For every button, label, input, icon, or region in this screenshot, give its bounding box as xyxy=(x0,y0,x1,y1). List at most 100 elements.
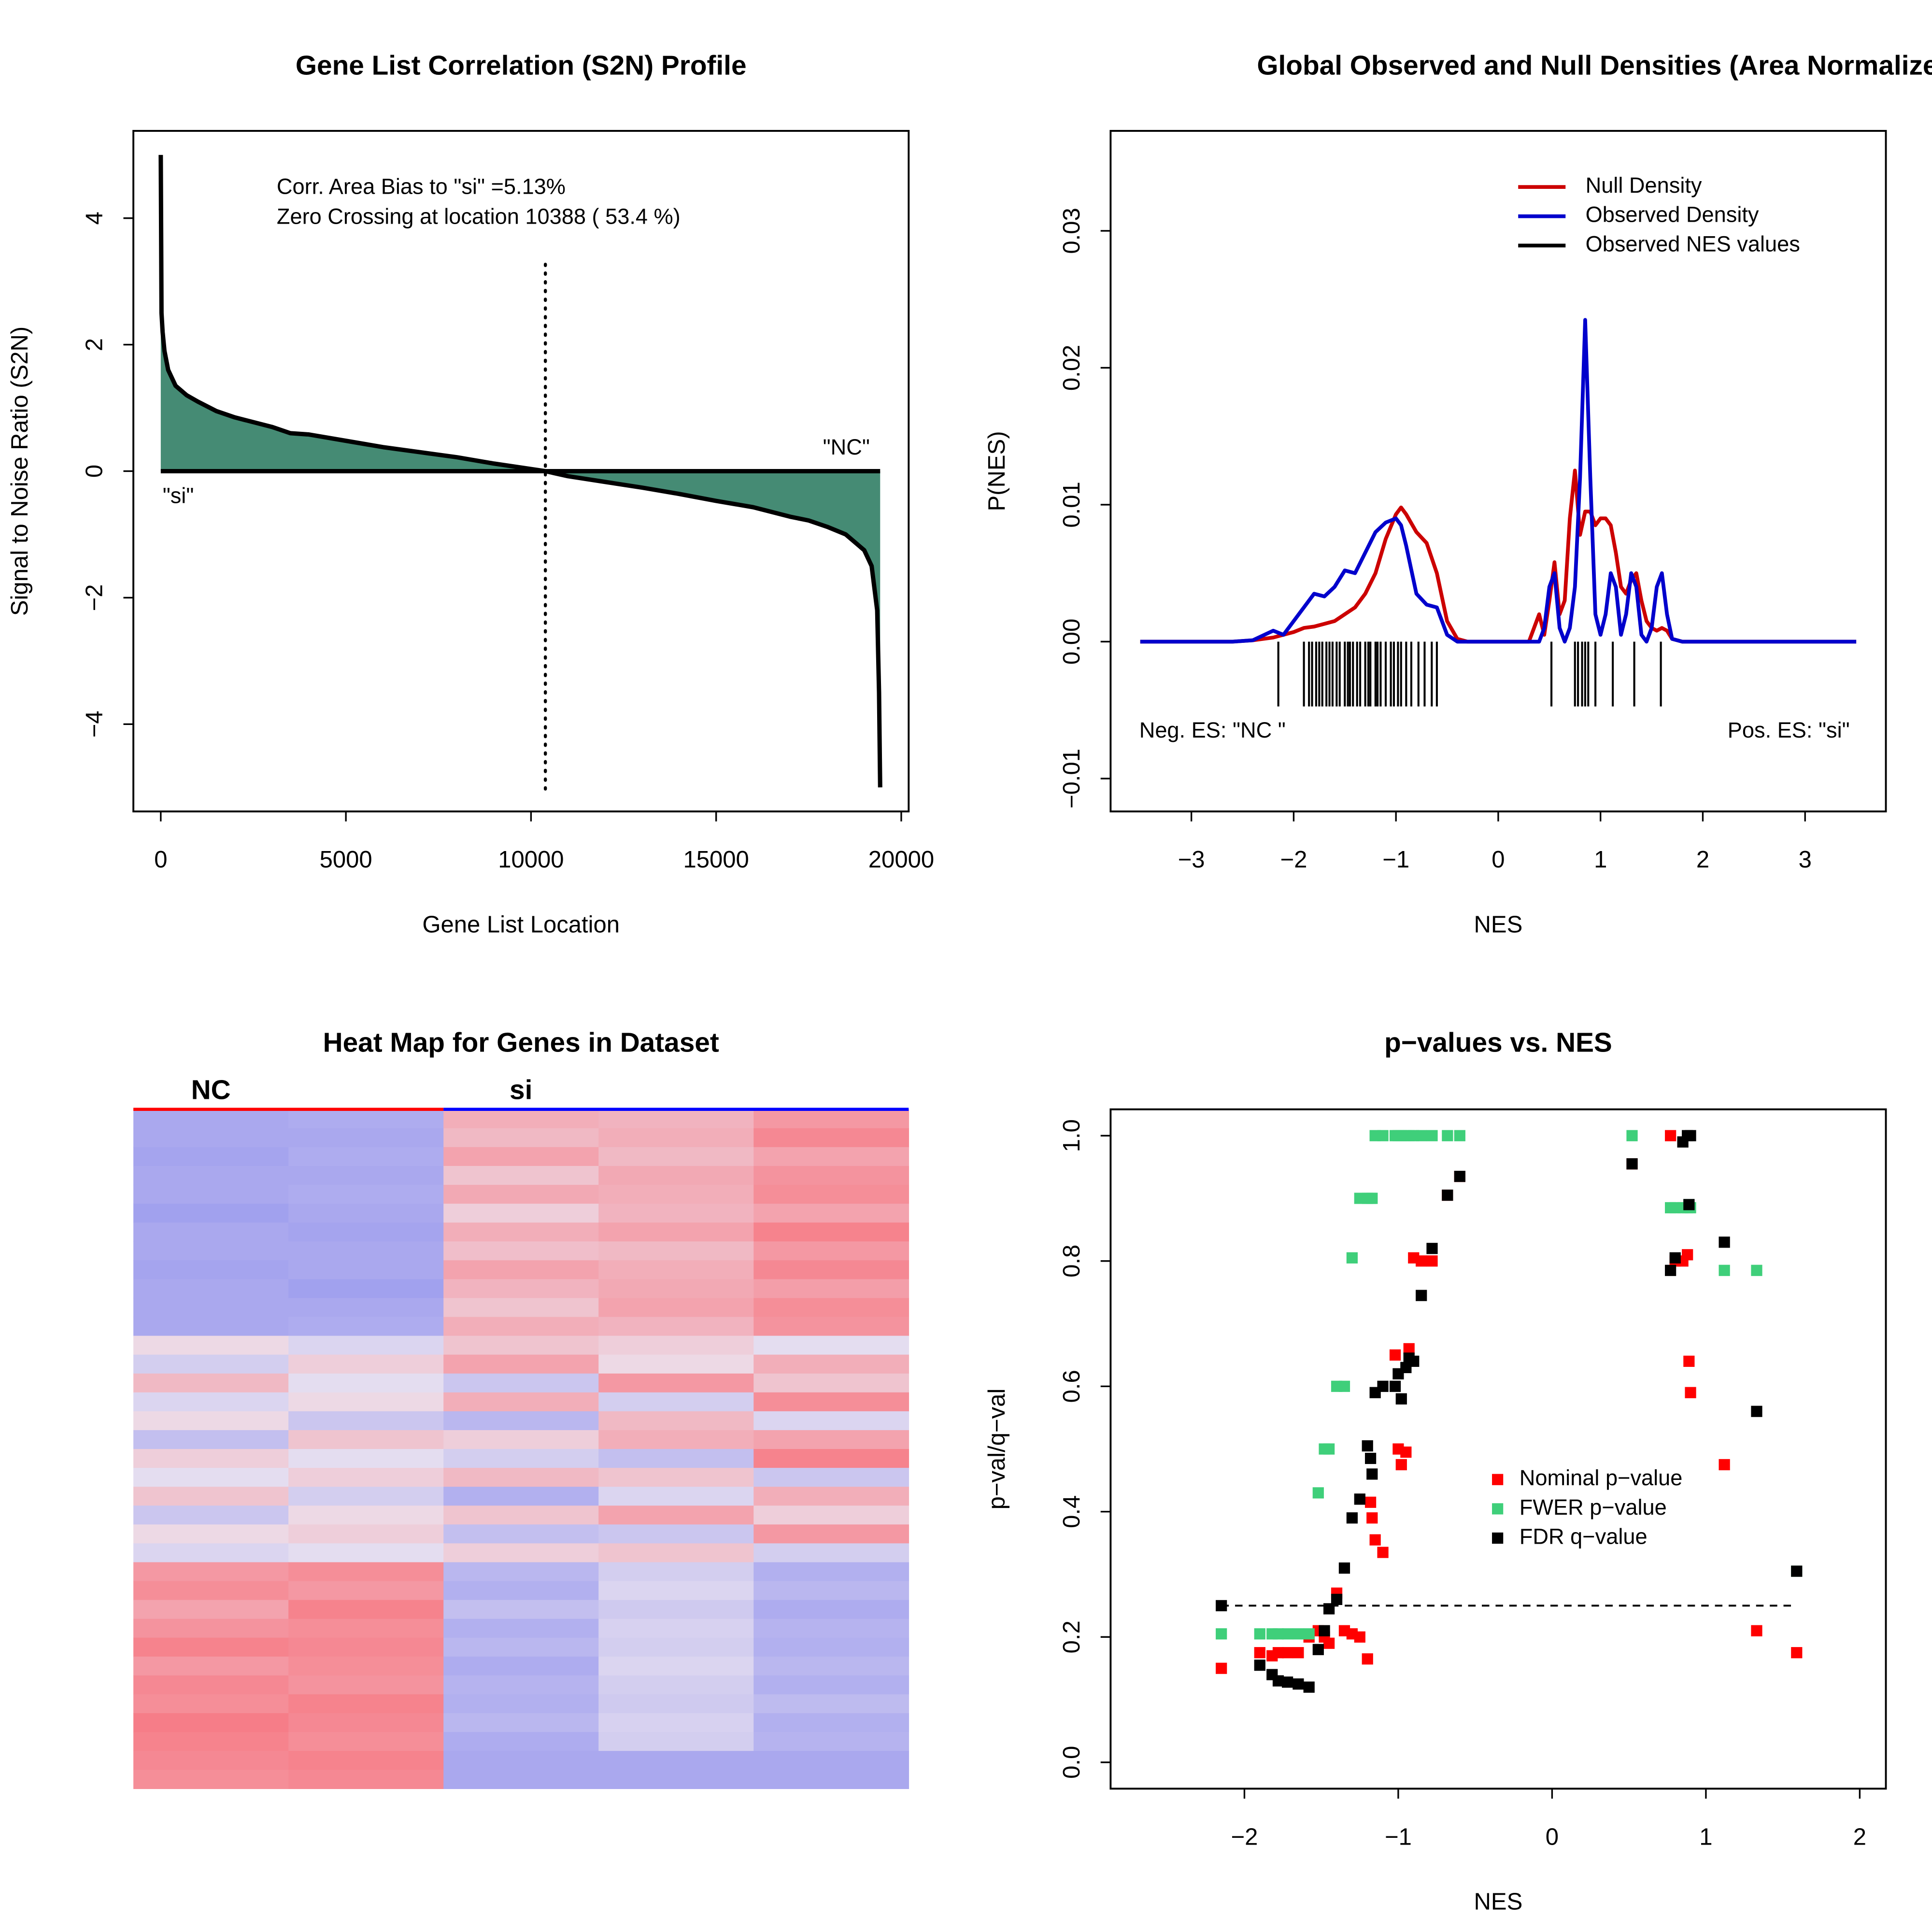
heatmap-cell xyxy=(443,1562,599,1582)
y-tick-label: 0 xyxy=(82,465,108,478)
point xyxy=(1216,1662,1227,1674)
y-tick-label: 0.02 xyxy=(1059,345,1085,391)
chart-title: Global Observed and Null Densities (Area… xyxy=(1257,50,1932,81)
x-tick-label: −3 xyxy=(1178,847,1205,873)
point xyxy=(1293,1678,1304,1690)
x-tick-label: 10000 xyxy=(498,847,564,873)
heatmap-cell xyxy=(598,1732,754,1751)
heatmap-cell xyxy=(598,1619,754,1638)
heatmap-cell xyxy=(753,1543,909,1563)
heatmap-cell xyxy=(133,1109,289,1129)
heatmap-cell xyxy=(753,1204,909,1223)
heatmap-cell xyxy=(598,1392,754,1412)
heatmap-cell xyxy=(443,1260,599,1280)
heatmap-cell xyxy=(288,1487,444,1506)
heatmap-cell xyxy=(288,1279,444,1299)
heatmap-cell xyxy=(598,1260,754,1280)
heatmap-cell xyxy=(443,1222,599,1242)
point xyxy=(1685,1130,1696,1141)
point xyxy=(1346,1512,1358,1524)
x-axis-label: NES xyxy=(1474,911,1523,938)
heatmap-cell xyxy=(133,1373,289,1393)
heatmap-cell xyxy=(133,1562,289,1582)
heatmap-cell xyxy=(288,1392,444,1412)
heatmap-cell xyxy=(288,1543,444,1563)
heatmap-cell xyxy=(753,1487,909,1506)
heatmap-cell xyxy=(133,1675,289,1695)
heatmap-cell xyxy=(288,1260,444,1280)
point xyxy=(1395,1459,1407,1471)
x-tick-label: −1 xyxy=(1385,1824,1412,1850)
y-tick-label: 1.0 xyxy=(1059,1119,1085,1152)
heatmap-cell xyxy=(288,1109,444,1129)
heatmap-cell xyxy=(753,1581,909,1601)
heatmap-cell xyxy=(288,1128,444,1148)
heatmap-cell xyxy=(133,1524,289,1544)
x-tick-label: 3 xyxy=(1799,847,1812,873)
point xyxy=(1362,1440,1373,1452)
heatmap-cell xyxy=(443,1317,599,1336)
heatmap-cell xyxy=(598,1543,754,1563)
chart-title: Heat Map for Genes in Dataset xyxy=(323,1028,719,1058)
point xyxy=(1377,1130,1389,1141)
point xyxy=(1366,1512,1378,1524)
y-axis-label: P(NES) xyxy=(984,431,1010,511)
heatmap-cell xyxy=(133,1619,289,1638)
point xyxy=(1354,1631,1365,1643)
point xyxy=(1426,1130,1438,1141)
heatmap-cell xyxy=(753,1619,909,1638)
point xyxy=(1626,1130,1638,1141)
heatmap-cell xyxy=(753,1165,909,1185)
heatmap-cell xyxy=(133,1392,289,1412)
y-tick-label: 0.03 xyxy=(1059,208,1085,254)
heatmap-cell xyxy=(753,1317,909,1336)
heatmap-cell xyxy=(598,1335,754,1355)
heatmap-cell xyxy=(753,1770,909,1789)
heatmap-cell xyxy=(288,1694,444,1714)
point xyxy=(1293,1647,1304,1659)
heatmap-cell xyxy=(598,1317,754,1336)
heatmap-cell xyxy=(598,1600,754,1619)
point xyxy=(1719,1459,1730,1471)
point xyxy=(1626,1158,1638,1170)
point xyxy=(1366,1193,1378,1204)
x-tick-label: 20000 xyxy=(868,847,934,873)
point xyxy=(1312,1487,1324,1499)
point xyxy=(1682,1249,1693,1261)
point xyxy=(1719,1236,1730,1248)
point xyxy=(1426,1255,1438,1267)
density-line xyxy=(1140,469,1857,644)
heatmap-cell xyxy=(753,1392,909,1412)
heatmap-cell xyxy=(133,1468,289,1487)
heatmap-cell xyxy=(443,1468,599,1487)
heatmap-cell xyxy=(443,1751,599,1770)
heatmap-cell xyxy=(133,1260,289,1280)
heatmap-cell xyxy=(133,1506,289,1525)
legend-label: FWER p−value xyxy=(1520,1495,1667,1520)
group-label: NC xyxy=(191,1075,231,1106)
heatmap-cell xyxy=(288,1204,444,1223)
y-tick-label: 0.2 xyxy=(1059,1620,1085,1653)
x-tick-label: 0 xyxy=(1492,847,1505,873)
heatmap-cell xyxy=(598,1204,754,1223)
y-tick-label: −0.01 xyxy=(1059,749,1085,809)
heatmap-cell xyxy=(753,1298,909,1318)
heatmap-cell xyxy=(443,1449,599,1468)
heatmap-cell xyxy=(133,1543,289,1563)
point xyxy=(1751,1264,1762,1276)
heatmap-cell xyxy=(133,1317,289,1336)
point xyxy=(1454,1130,1465,1141)
point xyxy=(1669,1252,1681,1264)
heatmap-cell xyxy=(133,1147,289,1166)
heatmap-cell xyxy=(753,1506,909,1525)
point xyxy=(1254,1660,1265,1671)
heatmap-cell xyxy=(288,1185,444,1204)
heatmap-cell xyxy=(288,1298,444,1318)
point xyxy=(1791,1565,1803,1577)
heatmap-cell xyxy=(288,1241,444,1261)
profile-line xyxy=(158,155,882,788)
heatmap-cell xyxy=(598,1637,754,1657)
heatmap-cell xyxy=(288,1600,444,1619)
heatmap-cell xyxy=(753,1430,909,1449)
